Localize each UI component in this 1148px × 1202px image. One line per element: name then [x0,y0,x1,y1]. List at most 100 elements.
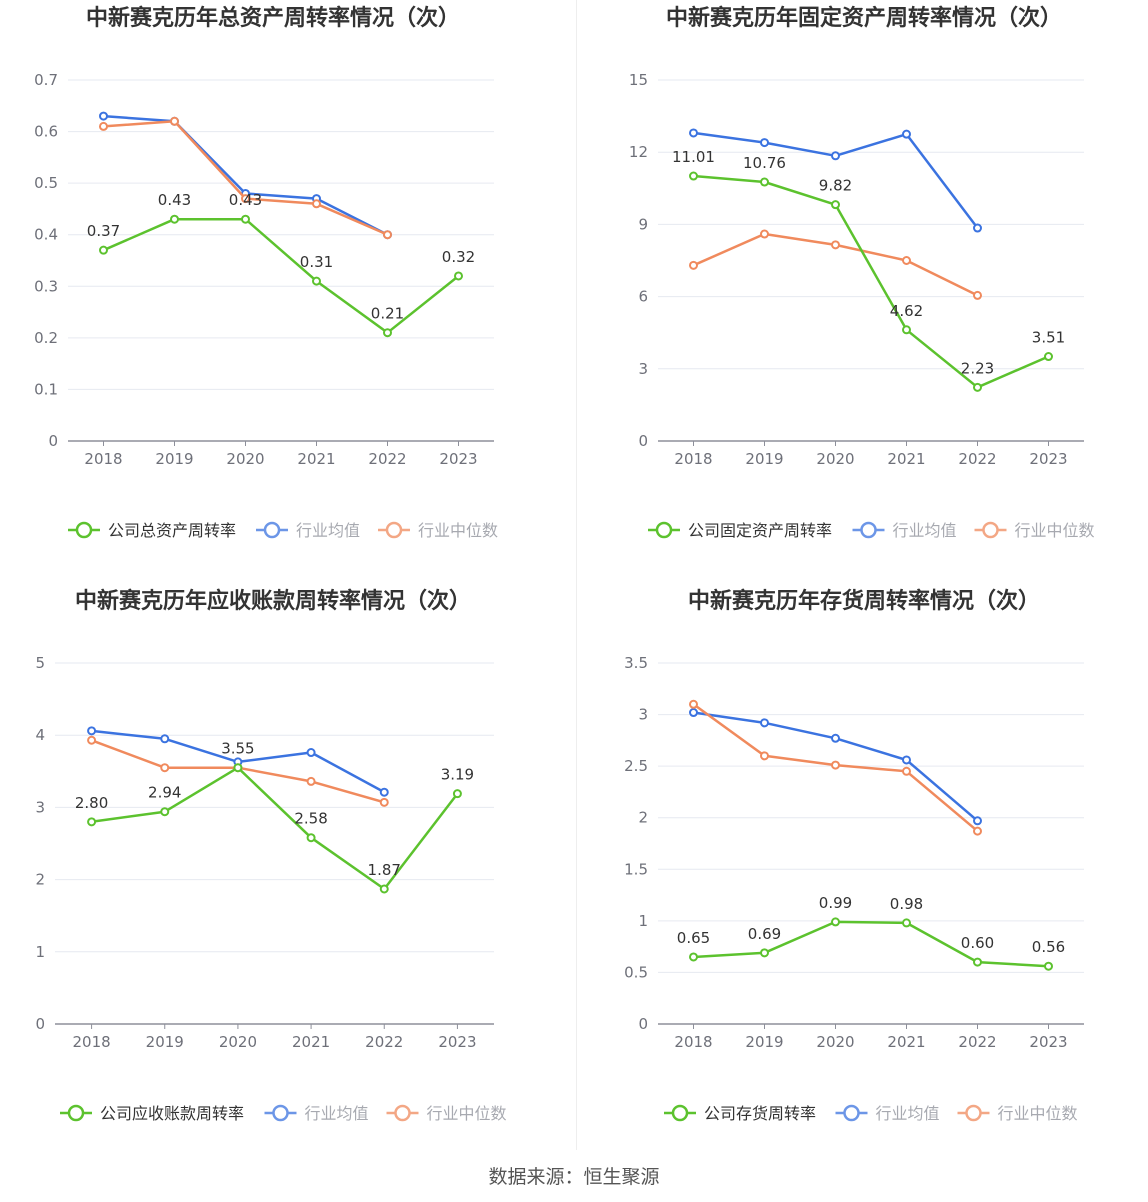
x-tick-label: 2018 [84,450,122,468]
data-point-company[interactable] [689,952,698,962]
y-tick-label: 2 [35,871,45,889]
legend-item-avg[interactable]: 行业均值 [256,521,360,540]
data-point-company[interactable] [831,917,840,927]
data-point-company[interactable] [1044,352,1053,362]
data-point-avg[interactable] [760,138,769,148]
data-point-company[interactable] [87,817,97,827]
y-tick-label: 0.5 [34,174,58,192]
y-tick-label: 0 [35,1015,45,1033]
data-point-company[interactable] [831,200,840,210]
data-point-median[interactable] [379,797,389,807]
data-point-avg[interactable] [973,816,982,826]
data-point-avg[interactable] [902,755,911,765]
x-tick-label: 2022 [958,1033,996,1051]
series-line-company [693,920,1049,968]
x-tick-label: 2022 [365,1033,403,1051]
legend-item-company[interactable]: 公司存货周转率 [664,1104,816,1123]
data-point-median[interactable] [689,260,698,270]
data-point-median[interactable] [973,290,982,300]
data-point-company[interactable] [902,325,911,335]
data-point-avg[interactable] [831,733,840,743]
data-point-median[interactable] [902,766,911,776]
data-point-company[interactable] [170,214,179,224]
data-point-median[interactable] [902,256,911,265]
legend-item-avg[interactable]: 行业均值 [835,1104,940,1123]
legend-item-median[interactable]: 行业中位数 [957,1104,1078,1123]
data-point-avg[interactable] [689,128,698,138]
data-point-avg[interactable] [379,787,389,797]
legend-item-avg[interactable]: 行业均值 [264,1104,369,1123]
data-point-company[interactable] [312,276,321,286]
chart-title: 中新赛克历年固定资产周转率情况（次） [666,5,1062,31]
data-point-company[interactable] [454,271,463,281]
data-point-median[interactable] [241,194,250,204]
data-point-median[interactable] [831,240,840,250]
data-point-avg[interactable] [87,726,97,736]
data-point-company[interactable] [973,382,982,392]
legend-marker [982,521,999,539]
data-point-company[interactable] [306,833,316,843]
data-point-company[interactable] [233,763,243,773]
data-point-company[interactable] [973,957,982,967]
data-point-median[interactable] [760,229,769,239]
data-point-avg[interactable] [99,111,108,121]
data-point-median[interactable] [160,763,170,773]
x-tick-label: 2020 [816,1033,854,1051]
chart-title: 中新赛克历年应收账款周转率情况（次） [75,588,471,614]
data-point-median[interactable] [760,751,769,761]
legend-item-company[interactable]: 公司总资产周转率 [68,521,236,540]
legend-label: 公司总资产周转率 [108,521,236,540]
data-point-avg[interactable] [689,708,698,718]
panel-divider [576,0,577,1150]
legend-item-median[interactable]: 行业中位数 [378,521,498,540]
data-point-avg[interactable] [760,718,769,728]
data-point-company[interactable] [241,214,250,224]
data-point-median[interactable] [689,699,698,709]
data-point-avg[interactable] [160,734,170,744]
legend-label: 行业均值 [305,1104,369,1123]
data-point-company[interactable] [383,328,392,338]
x-tick-label: 2022 [368,450,406,468]
data-point-median[interactable] [170,116,179,126]
legend-label: 公司应收账款周转率 [100,1104,244,1123]
chart-title: 中新赛克历年存货周转率情况（次） [688,588,1040,614]
legend-item-median[interactable]: 行业中位数 [386,1104,507,1123]
data-point-company[interactable] [1044,961,1053,971]
data-point-median[interactable] [87,735,97,745]
data-point-avg[interactable] [306,748,316,758]
series-line-company [91,766,459,891]
x-tick-label: 2020 [816,450,854,468]
data-point-company[interactable] [99,245,108,255]
data-point-company[interactable] [689,171,698,181]
legend-marker [965,1104,982,1122]
legend-item-median[interactable]: 行业中位数 [974,521,1095,540]
data-point-median[interactable] [99,121,108,131]
data-point-avg[interactable] [831,151,840,161]
y-tick-label: 1 [638,912,648,930]
data-point-company[interactable] [760,948,769,958]
data-point-median[interactable] [383,230,392,240]
data-point-company[interactable] [760,177,769,187]
data-point-median[interactable] [973,826,982,836]
data-point-company[interactable] [160,807,170,817]
data-point-avg[interactable] [973,223,982,233]
x-tick-label: 2021 [292,1033,330,1051]
data-point-median[interactable] [306,776,316,786]
y-tick-label: 0.2 [34,329,58,347]
x-tick-label: 2020 [219,1033,257,1051]
x-tick-label: 2023 [438,1033,476,1051]
data-point-median[interactable] [831,760,840,770]
chart-receivable-turnover: 中新赛克历年应收账款周转率情况（次） 0 1 2 3 4 5 2018 2019 2020 2021… [0,583,574,1166]
data-point-avg[interactable] [902,129,911,139]
legend-label: 行业均值 [893,521,957,540]
y-tick-label: 0.7 [34,71,58,89]
legend-item-avg[interactable]: 行业均值 [852,521,957,540]
data-point-median[interactable] [312,199,321,209]
legend-label: 行业中位数 [998,1104,1078,1123]
data-point-company[interactable] [452,789,462,799]
legend-item-company[interactable]: 公司固定资产周转率 [648,521,832,540]
legend-marker [263,521,281,539]
data-point-company[interactable] [902,918,911,928]
legend-item-company[interactable]: 公司应收账款周转率 [60,1104,244,1123]
data-point-company[interactable] [379,884,389,894]
